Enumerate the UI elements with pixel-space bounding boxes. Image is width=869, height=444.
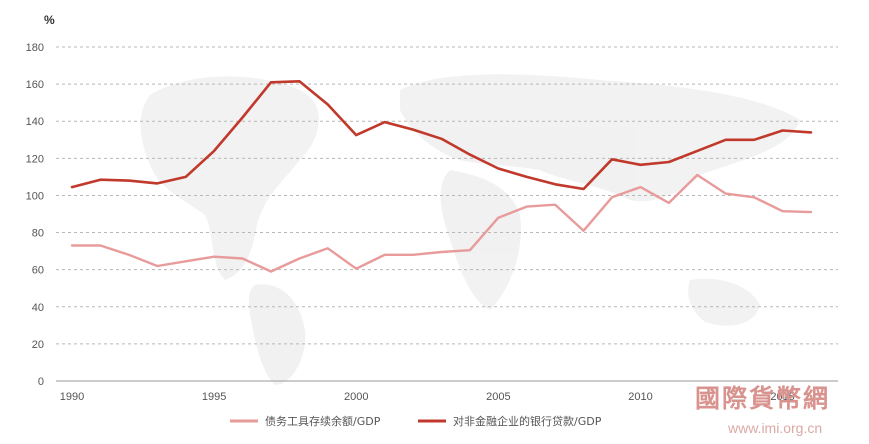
series-line-debt-securities xyxy=(70,173,813,273)
gridlines xyxy=(56,46,838,382)
legend-label-debt: 债务工具存续余额/GDP xyxy=(265,414,381,428)
y-tick-label: 180 xyxy=(26,42,44,54)
world-map-background xyxy=(140,74,800,385)
series-line-bank-loans xyxy=(70,80,813,191)
y-tick-label: 40 xyxy=(32,302,44,314)
y-tick-label: 20 xyxy=(32,339,44,351)
watermark-brand: 國際貨幣網 xyxy=(695,384,830,413)
x-tick-label: 1990 xyxy=(60,391,84,403)
x-tick-label: 2015 xyxy=(770,391,794,403)
y-tick-label: 0 xyxy=(38,376,44,388)
y-tick-label: 100 xyxy=(26,190,44,202)
legend-label-loans: 对非金融企业的银行贷款/GDP xyxy=(453,414,602,428)
watermark: 國際貨幣網 www.imi.org.cn xyxy=(695,384,830,436)
y-tick-label: 60 xyxy=(32,265,44,277)
y-tick-label: 140 xyxy=(26,116,44,128)
watermark-url: www.imi.org.cn xyxy=(727,420,822,436)
y-unit-label: % xyxy=(44,13,55,27)
legend: 债务工具存续余额/GDP 对非金融企业的银行贷款/GDP xyxy=(230,414,602,428)
y-tick-label: 80 xyxy=(32,228,44,240)
x-tick-label: 1995 xyxy=(202,391,226,403)
x-tick-label: 2005 xyxy=(486,391,510,403)
y-tick-label: 120 xyxy=(26,153,44,165)
x-tick-label: 2010 xyxy=(628,391,652,403)
x-tick-label: 2000 xyxy=(344,391,368,403)
y-tick-label: 160 xyxy=(26,79,44,91)
series-lines xyxy=(70,80,813,273)
x-axis: 1990 1995 2000 2005 2010 2015 xyxy=(60,391,795,403)
y-axis: 0 20 40 60 80 100 120 140 160 180 xyxy=(26,42,44,388)
